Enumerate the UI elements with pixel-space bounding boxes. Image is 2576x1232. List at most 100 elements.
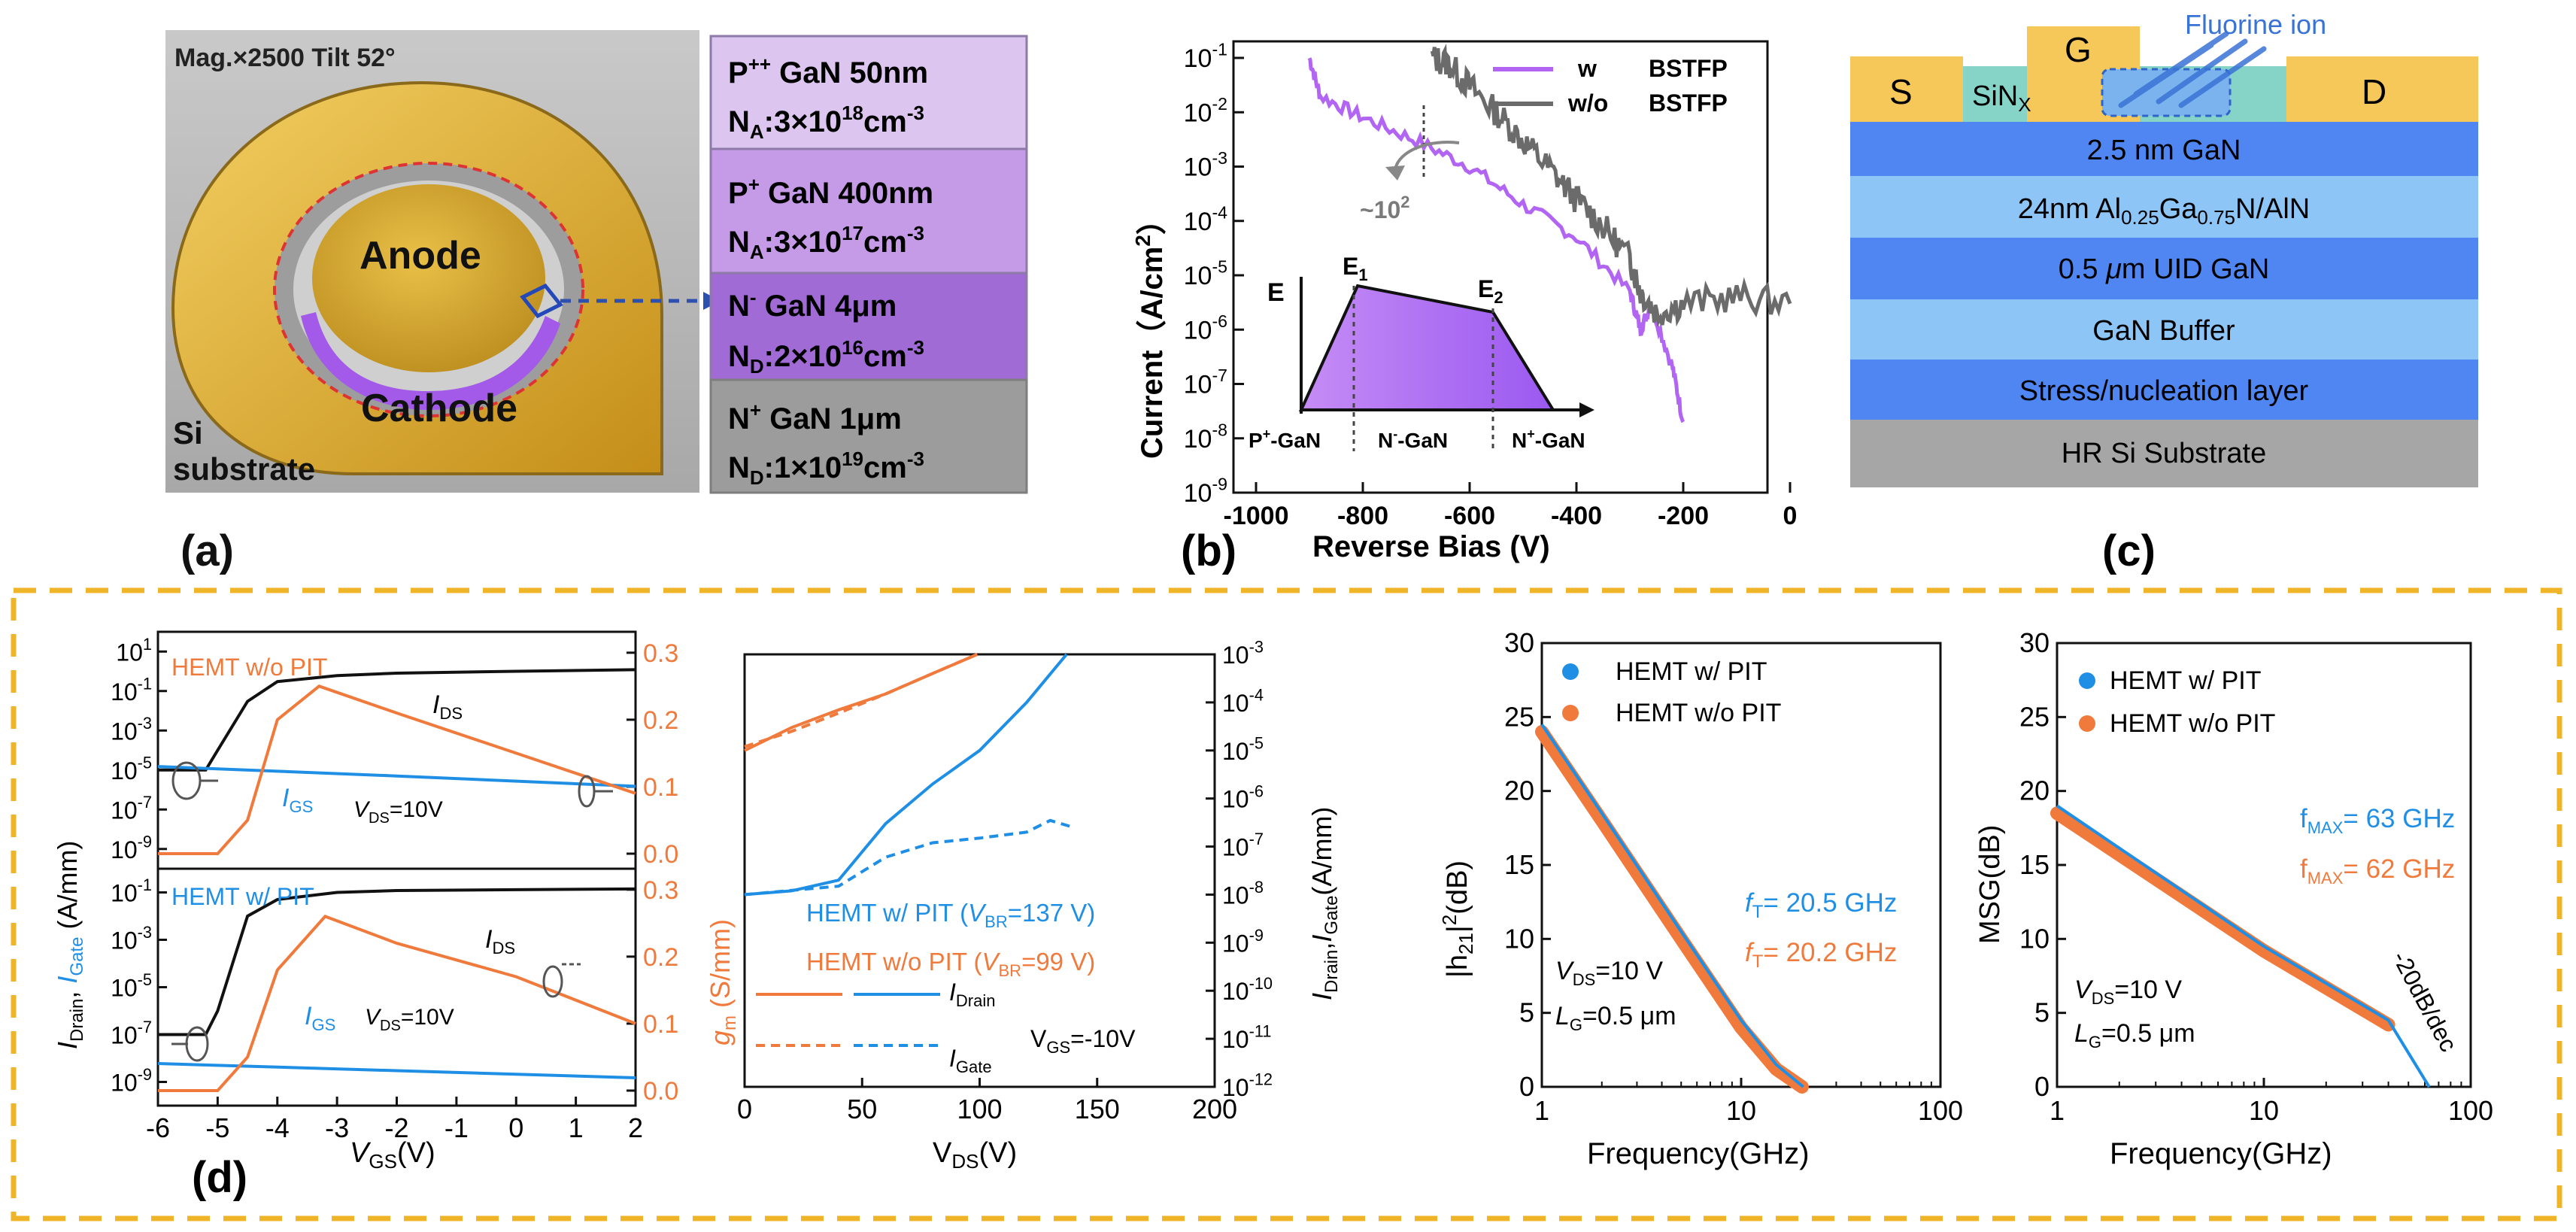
d1-bot-igs-label: IGS xyxy=(305,1002,335,1034)
d1-xtick-label-5: -1 xyxy=(445,1112,469,1143)
b-xtick-label-2: -600 xyxy=(1444,502,1495,530)
layer-a-title-2: N- GaN 4μm xyxy=(728,286,897,323)
d2-xtick-label-0: 0 xyxy=(737,1094,752,1124)
d1-bot-title: HEMT w/ PIT xyxy=(171,883,314,910)
d1-top-igs-label: IGS xyxy=(282,784,313,816)
series-wo-bstfp xyxy=(1430,43,1792,327)
d1-top-ytick-label-0: 101 xyxy=(116,635,152,666)
panel-a: Mag.×2500 Tilt 52° Anode Cathode Si subs… xyxy=(165,30,1028,575)
d3-ytick-label-5: 5 xyxy=(1519,997,1534,1028)
d1-xlabel: VGS(V) xyxy=(350,1137,435,1173)
d3-ft-wo: fT= 20.2 GHz xyxy=(1745,938,1897,972)
layer-si-substrate xyxy=(1850,420,2478,487)
d1-top-igs-curve xyxy=(157,765,636,788)
d2-ytick-label-2: 10-5 xyxy=(1222,733,1264,764)
d1-bot-ids-label: IDS xyxy=(485,925,515,957)
annot-arrowhead xyxy=(1385,165,1405,181)
sem-caption: Mag.×2500 Tilt 52° xyxy=(174,44,396,72)
drain-label: D xyxy=(2362,72,2386,111)
d3-xtick-label-1: 10 xyxy=(1726,1095,1756,1126)
d3-ytick-label-4: 10 xyxy=(1504,923,1534,954)
d1-ylabel-left: IDrain, IGate (A/mm) xyxy=(52,841,87,1049)
layer-a-doping-0: NA:3×1018cm-3 xyxy=(728,102,924,143)
d2-xtick-label-2: 100 xyxy=(957,1094,1002,1124)
d4-slope: -20dB/dec xyxy=(2387,946,2462,1056)
plot-d1: -6 -5 -4 -3 -2 -1 0 1 2 101 10-1 10-3 10-5 10-7 10-9 0.… xyxy=(52,630,740,1173)
inset-region-p: P+-GaN xyxy=(1249,426,1321,452)
d1-bot-ytick-label-1: 10-3 xyxy=(111,923,152,954)
d1-top-ytick-label-4: 10-7 xyxy=(111,793,152,824)
inset-field-profile xyxy=(1298,284,1556,411)
d3-ytick-label-6: 0 xyxy=(1519,1071,1534,1102)
d3-xtick-label-2: 100 xyxy=(1918,1095,1963,1126)
d1-bot-vds-label: VDS=10V xyxy=(365,1005,454,1034)
d1-top-gm-curve xyxy=(158,684,636,855)
d3-legend-wo-marker xyxy=(1562,705,1579,721)
d2-xtick-label-1: 50 xyxy=(847,1094,877,1124)
anode-pad xyxy=(312,184,545,372)
d1-bot-rtick-label-3: 0.0 xyxy=(643,1077,678,1106)
d1-xtick-label-7: 1 xyxy=(569,1112,584,1143)
d2-wo-gate-curve xyxy=(744,653,979,748)
layer-algan xyxy=(1850,176,2478,238)
d1-bot-rtick-label-2: 0.1 xyxy=(643,1010,678,1039)
plot-d2: 0 50 100 150 200 10-3 10-4 10-5 10-6 10-7 10-8 10-9… xyxy=(737,638,1342,1173)
d4-legend-wo: HEMT w/o PIT xyxy=(2110,709,2275,738)
layer-label-algan: 24nm Al0.25Ga0.75N/AlN xyxy=(2018,193,2310,229)
d2-w-gate-curve xyxy=(744,818,1075,897)
d1-top-ytick-label-5: 10-9 xyxy=(111,832,152,863)
b-ytick-label-1: 10-2 xyxy=(1184,94,1227,127)
purple-sidewall xyxy=(301,312,560,410)
d1-bot-gm-curve xyxy=(158,915,636,1092)
panel-d-label: (d) xyxy=(192,1153,247,1202)
inset-e-label: E xyxy=(1267,278,1285,307)
d1-top-ytick-label-1: 10-1 xyxy=(111,674,152,705)
d1-bot-left-marker xyxy=(185,1026,209,1062)
d1-top-right-marker xyxy=(578,775,596,808)
d4-ytick-label-6: 0 xyxy=(2034,1071,2050,1102)
layer-a-title-3: N+ GaN 1μm xyxy=(728,399,902,435)
panel-a-label: (a) xyxy=(181,526,234,575)
inset-e1: E1 xyxy=(1343,253,1368,284)
d3-legend-w: HEMT w/ PIT xyxy=(1616,657,1767,686)
layer-nucleation xyxy=(1850,360,2478,420)
d4-ytick-label-3: 15 xyxy=(2019,849,2050,880)
b-ytick-label-7: 10-8 xyxy=(1184,420,1227,453)
b-ytick-label-2: 10-3 xyxy=(1184,148,1227,181)
substrate-label-1: Si xyxy=(173,415,203,451)
d3-vds: VDS=10 V xyxy=(1555,957,1663,989)
d2-ytick-label-0: 10-3 xyxy=(1222,638,1264,669)
panel-c-label: (c) xyxy=(2102,526,2156,575)
d2-leg-gate-label: IGate xyxy=(949,1045,992,1076)
b-ytick-label-4: 10-5 xyxy=(1184,257,1227,290)
d1-bot-ytick-label-4: 10-9 xyxy=(111,1065,152,1096)
d2-legend-wo: HEMT w/o PIT (VBR=99 V) xyxy=(806,948,1095,980)
d1-top-rtick-label-1: 0.2 xyxy=(643,706,678,735)
plot-b-ylabel: Current（A/cm2） xyxy=(1131,205,1169,459)
d1-top-vds-label: VDS=10V xyxy=(353,797,443,827)
d3-xtick-label-0: 1 xyxy=(1534,1095,1549,1126)
d4-ytick-label-0: 30 xyxy=(2019,627,2050,658)
d2-ytick-label-5: 10-8 xyxy=(1222,878,1264,909)
d2-xlabel: VDS(V) xyxy=(933,1137,1017,1173)
d2-ytick-label-6: 10-9 xyxy=(1222,926,1264,957)
energy-inset: E E1 E2 P+-GaN N--GaN N+-GaN xyxy=(1249,253,1594,452)
d1-xtick-label-4: -2 xyxy=(384,1112,408,1143)
layer-gan-cap xyxy=(1850,122,2478,176)
fluorine-region xyxy=(2101,68,2232,117)
d4-ylabel: MSG(dB) xyxy=(1974,825,2006,944)
d4-legend-w: HEMT w/ PIT xyxy=(2110,666,2262,695)
layer-a-doping-2: ND:2×1016cm-3 xyxy=(728,336,924,378)
panel-c: Fluorine ion S G D SiNX 2.5 nm GaN 24nm … xyxy=(1850,9,2478,575)
d1-top-rtick-label-2: 0.1 xyxy=(643,773,678,802)
source-label: S xyxy=(1889,72,1913,111)
d4-legend-w-marker xyxy=(2079,672,2095,689)
source-contact xyxy=(1850,56,1963,122)
d1-xtick-label-1: -5 xyxy=(205,1112,229,1143)
layer-n-plus xyxy=(709,378,1028,494)
layer-label-uid: 0.5 μm UID GaN xyxy=(2059,253,2270,285)
d4-fmax-wo: fMAX= 62 GHz xyxy=(2300,854,2455,888)
d1-bot-ytick-label-2: 10-5 xyxy=(111,970,152,1001)
d3-ytick-label-3: 15 xyxy=(1504,849,1534,880)
